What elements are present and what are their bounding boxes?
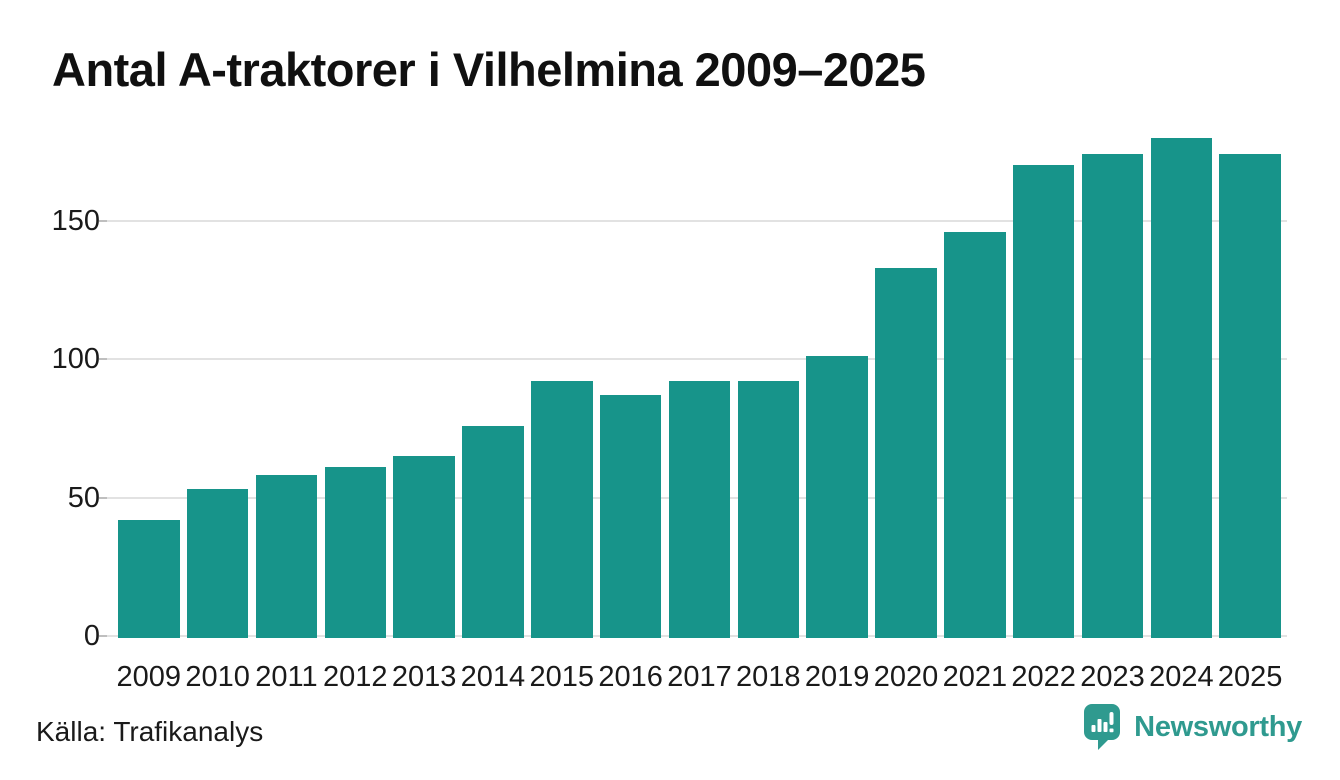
x-axis-label-2009: 2009 [116,661,181,693]
gridline-100 [107,358,1287,361]
x-axis-label-2024: 2024 [1149,661,1214,693]
x-axis-label-2021: 2021 [942,661,1008,693]
x-axis-label-2020: 2020 [873,661,939,693]
bar-2021 [944,231,1006,638]
x-axis-label-2022: 2022 [1011,661,1076,693]
bar-2009 [118,519,180,638]
bar-2023 [1081,154,1144,638]
y-axis-label-150: 150 [51,204,100,237]
x-axis-label-2025: 2025 [1217,661,1283,693]
source-label: Källa: Trafikanalys [36,716,264,747]
bar-2015 [531,381,593,638]
bar-2013 [393,456,455,638]
brand-name: Newsworthy [1134,711,1302,743]
newsworthy-logo-icon [1084,704,1124,750]
bar-2012 [324,467,387,638]
bar-2017 [668,381,731,638]
bar-2016 [599,395,662,638]
y-axis-label-50: 50 [67,481,100,514]
y-tick-mark-150 [99,219,107,222]
x-axis-label-2016: 2016 [598,661,663,693]
x-axis-label-2010: 2010 [185,661,250,693]
bar-2024 [1150,137,1213,638]
y-tick-mark-50 [99,496,107,499]
y-tick-mark-0 [99,635,107,637]
gridline-150 [107,219,1287,222]
x-axis-label-2018: 2018 [736,661,801,693]
x-axis-label-2011: 2011 [255,661,318,693]
y-axis-label-0: 0 [83,620,100,652]
bar-2025 [1219,154,1281,638]
bar-2010 [186,489,249,638]
y-tick-mark-100 [99,358,107,361]
x-axis-label-2014: 2014 [460,661,526,693]
x-axis-label-2012: 2012 [323,661,388,693]
bar-2011 [255,475,318,638]
x-axis-label-2013: 2013 [391,661,457,693]
x-axis-label-2023: 2023 [1080,661,1145,693]
bar-2018 [737,381,800,638]
chart-title: Antal A-traktorer i Vilhelmina 2009–2025 [52,43,926,96]
bar-2019 [806,356,868,638]
x-axis-label-2017: 2017 [667,661,732,693]
bar-2022 [1012,165,1075,638]
x-axis-label-2019: 2019 [804,661,870,693]
y-axis-label-100: 100 [51,343,100,376]
x-axis-label-2015: 2015 [529,661,595,693]
brand-footer: Newsworthy [1084,704,1302,750]
bar-2020 [875,267,937,638]
bar-2014 [462,425,524,638]
